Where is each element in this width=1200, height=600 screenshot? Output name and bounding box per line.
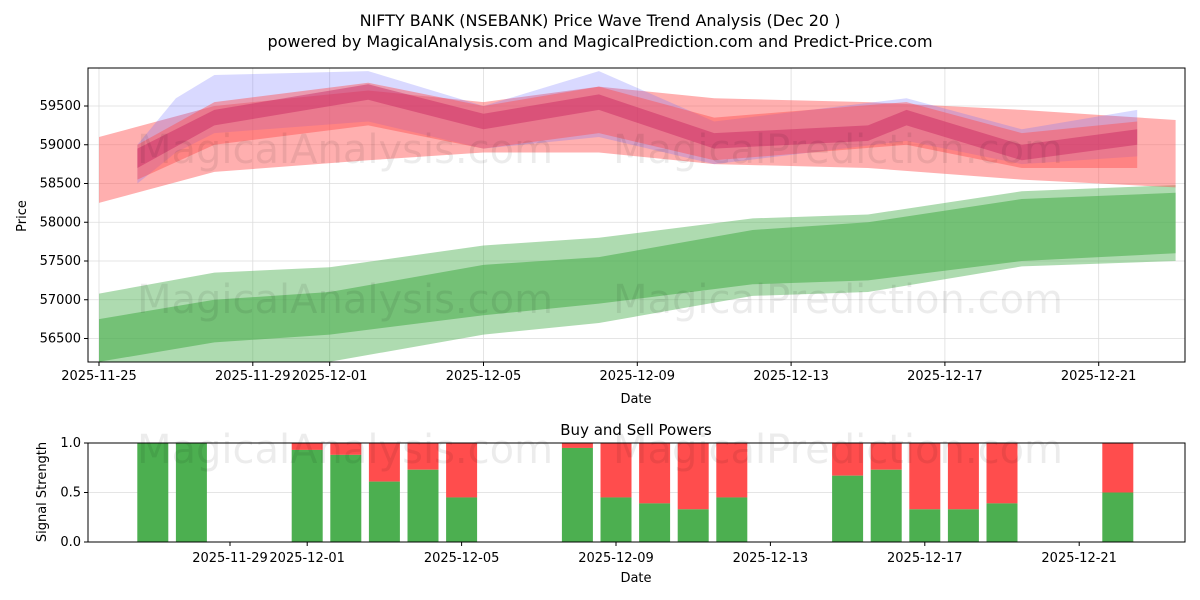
bottom-ylabel: Signal Strength	[35, 442, 50, 542]
sell-bar	[1102, 443, 1134, 493]
buy-bar	[677, 509, 709, 542]
watermark: MagicalAnalysis.com	[137, 277, 553, 323]
sell-bar	[639, 443, 671, 504]
buy-bar	[986, 503, 1018, 542]
y-tick-label: 58000	[40, 215, 81, 230]
sell-bar	[870, 443, 902, 470]
x-tick-label: 2025-12-09	[600, 369, 676, 384]
x-tick-label: 2025-11-29	[192, 551, 268, 566]
chart-subtitle: powered by MagicalAnalysis.com and Magic…	[267, 32, 932, 51]
buy-bar	[446, 497, 478, 542]
band-wave-blue	[137, 71, 1138, 184]
x-tick-label: 2025-12-21	[1061, 369, 1137, 384]
sell-bar	[446, 443, 478, 498]
x-tick-label: 2025-12-17	[907, 369, 983, 384]
top-xlabel: Date	[620, 392, 651, 407]
x-tick-label: 2025-11-25	[61, 369, 137, 384]
buy-bar	[175, 443, 207, 542]
sell-bar	[330, 443, 362, 455]
bands	[99, 71, 1176, 362]
x-tick-label: 2025-12-21	[1041, 551, 1117, 566]
signal-chart: 0.0 0.5 1.0 2025-11-29 2025-12-01 2025-12-05 2…	[60, 436, 1186, 566]
y-tick-label: 57500	[40, 254, 81, 269]
price-chart: 56500 57000 57500 58000 58500 59000 59500 2025-…	[40, 67, 1186, 384]
sell-bar	[600, 443, 632, 498]
buy-bar	[870, 469, 902, 542]
band-resistance-outer	[99, 86, 1176, 203]
buy-bar	[716, 497, 748, 542]
x-tick-label: 2025-12-17	[887, 551, 963, 566]
buy-bar	[561, 447, 593, 542]
y-tick-label: 0.5	[60, 486, 81, 501]
x-tick-label: 2025-12-05	[424, 551, 500, 566]
x-tick-label: 2025-12-09	[578, 551, 654, 566]
buy-bar	[832, 475, 864, 542]
chart-title: NIFTY BANK (NSEBANK) Price Wave Trend An…	[360, 11, 841, 30]
bottom-xlabel: Date	[620, 571, 651, 586]
buy-bar	[291, 449, 323, 542]
band-wave-center	[137, 84, 1138, 168]
buy-bar	[909, 509, 941, 542]
x-tick-label: 2025-12-05	[446, 369, 522, 384]
y-tick-label: 56500	[40, 332, 81, 347]
band-wave-red	[137, 82, 1138, 180]
sell-bar	[407, 443, 439, 470]
sell-bar	[832, 443, 864, 476]
watermark: MagicalPrediction.com	[613, 127, 1063, 173]
sell-bar	[909, 443, 941, 510]
y-tick-label: 1.0	[60, 436, 81, 451]
buy-bar	[600, 497, 632, 542]
sell-bar	[368, 443, 400, 482]
band-support-inner	[99, 192, 1176, 362]
y-tick-label: 59500	[40, 99, 81, 114]
sell-bar	[291, 443, 323, 450]
buy-bar	[330, 454, 362, 542]
bottom-title: Buy and Sell Powers	[560, 421, 712, 439]
plot-frame	[87, 67, 1186, 363]
watermark: MagicalPrediction.com	[613, 277, 1063, 323]
buy-bar	[639, 503, 671, 542]
x-tick-label: 2025-12-01	[292, 369, 368, 384]
buy-bar	[947, 509, 979, 542]
y-tick-label: 57000	[40, 293, 81, 308]
top-ylabel: Price	[15, 200, 30, 232]
watermark: MagicalAnalysis.com	[137, 427, 553, 473]
sell-bar	[947, 443, 979, 510]
buy-bar	[407, 469, 439, 542]
sell-bar	[677, 443, 709, 510]
plot-frame	[87, 442, 1186, 543]
buy-bar	[137, 443, 169, 542]
x-tick-label: 2025-12-13	[753, 369, 829, 384]
sell-bar	[716, 443, 748, 498]
watermark: MagicalPrediction.com	[613, 427, 1063, 473]
buy-bar	[1102, 492, 1134, 542]
y-tick-label: 0.0	[60, 535, 81, 550]
sell-bar	[561, 443, 593, 448]
buy-bar	[368, 481, 400, 542]
y-tick-label: 58500	[40, 177, 81, 192]
x-tick-label: 2025-12-13	[733, 551, 809, 566]
watermark: MagicalAnalysis.com	[137, 127, 553, 173]
y-tick-label: 59000	[40, 138, 81, 153]
x-tick-label: 2025-12-01	[269, 551, 345, 566]
sell-bar	[986, 443, 1018, 504]
x-tick-label: 2025-11-29	[215, 369, 291, 384]
